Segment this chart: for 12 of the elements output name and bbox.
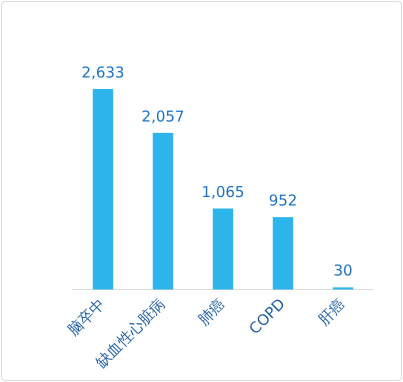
data-label: 952 xyxy=(268,191,298,210)
x-tick-label: 肺癌 xyxy=(194,294,229,329)
bar xyxy=(152,132,174,290)
bar xyxy=(212,208,234,290)
x-tick-label: 肝癌 xyxy=(314,294,349,329)
data-label: 1,065 xyxy=(202,182,244,201)
data-label: 2,633 xyxy=(82,63,124,82)
x-tick-label: 脑卒中 xyxy=(64,294,109,340)
data-label: 2,057 xyxy=(142,107,184,126)
bar xyxy=(92,88,114,290)
data-label: 30 xyxy=(333,262,353,280)
bar xyxy=(272,217,294,290)
